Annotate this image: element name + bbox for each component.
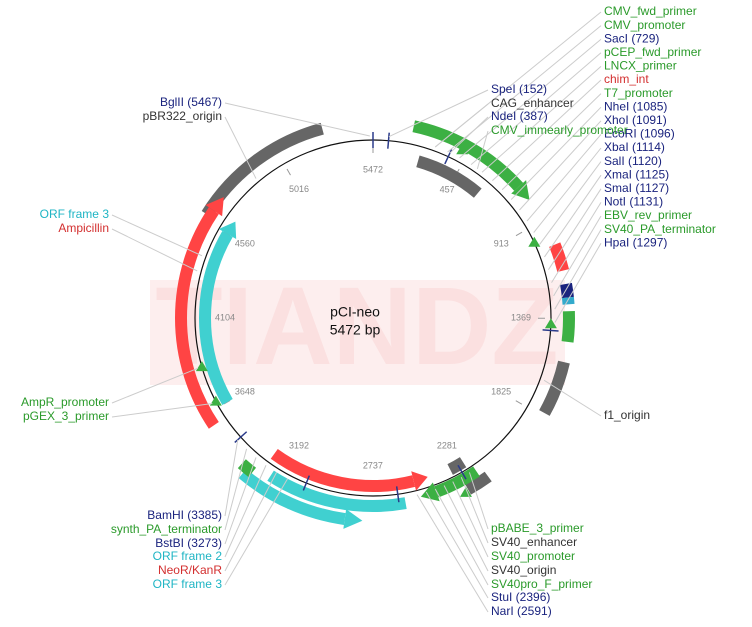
feature-label: pBABE_3_primer [491,521,584,535]
feature-label: ORF frame 3 [153,577,223,591]
feature-label: CMV_promoter [604,18,685,32]
feature-label: synth_PA_terminator [111,522,222,536]
tick-label: 4560 [235,238,255,248]
leader-line [417,495,488,612]
feature-label: pBR322_origin [143,109,222,123]
tick-label: 5016 [289,184,309,194]
feature-label: SV40_origin [491,563,556,577]
feature-label: NotI (1131) [604,195,663,209]
plasmid-length: 5472 bp [330,322,381,338]
feature-label: CMV_immearly_promoter [491,123,628,137]
tick-label: 2281 [437,441,457,451]
feature-label: pCEP_fwd_primer [604,45,701,59]
feature-label: BstBI (3273) [155,536,222,550]
small-feature [528,237,540,247]
feature-label: f1_origin [604,408,650,422]
tick-label: 457 [440,184,455,194]
feature-label: XbaI (1114) [604,140,665,154]
leader-line [225,449,247,530]
tick-mark [516,401,522,405]
leader-line [426,492,488,598]
feature-arc [568,311,569,342]
feature-label: SV40_PA_terminator [604,222,716,236]
tick-label: 1369 [511,313,531,323]
feature-label: AmpR_promoter [21,395,109,409]
tick-label: 5472 [363,164,383,174]
feature-arc [450,462,463,469]
feature-label: SV40_promoter [491,549,575,563]
tick-label: 1825 [491,387,511,397]
feature-label: T7_promoter [604,86,673,100]
feature-label: NeoR/KanR [158,563,222,577]
tick-mark [516,232,522,235]
tick-mark [287,169,291,175]
feature-label: BamHI (3385) [147,508,222,522]
feature-label: chim_int [604,72,649,86]
feature-label: NarI (2591) [491,604,552,618]
tick-label: 3192 [289,441,309,451]
feature-arrow [343,509,362,529]
plasmid-name: pCI-neo [330,304,380,320]
feature-label: BglII (5467) [160,95,222,109]
feature-label: LNCX_primer [604,59,677,73]
feature-arc [274,454,413,486]
feature-label: SV40pro_F_primer [491,577,592,591]
feature-label: Ampicillin [58,221,109,235]
feature-label: SV40_enhancer [491,535,577,549]
tick-label: 2737 [363,460,383,470]
feature-label: NheI (1085) [604,99,667,113]
leader-line [527,134,601,221]
tick-label: 3648 [235,386,255,396]
feature-label: SacI (729) [604,31,659,45]
feature-label: CMV_fwd_primer [604,4,697,18]
feature-label: XmaI (1125) [604,167,669,181]
leader-line [112,403,212,417]
feature-label: NdeI (387) [491,109,548,123]
feature-label: pGEX_3_primer [23,409,109,423]
feature-label: SmaI (1127) [604,181,669,195]
feature-label: ORF frame 3 [40,207,110,221]
feature-label: SpeI (152) [491,82,547,96]
tick-label: 4104 [215,312,235,322]
feature-label: SalI (1120) [604,154,662,168]
feature-label: HpaI (1297) [604,235,667,249]
leader-line [444,486,488,571]
site-mark [388,133,389,149]
tick-label: 913 [494,239,509,249]
feature-label: ORF frame 2 [153,549,223,563]
feature-label: CAG_enhancer [491,96,574,110]
feature-label: StuI (2396) [491,590,550,604]
feature-arc [207,129,322,214]
feature-label: EBV_rev_primer [604,208,692,222]
